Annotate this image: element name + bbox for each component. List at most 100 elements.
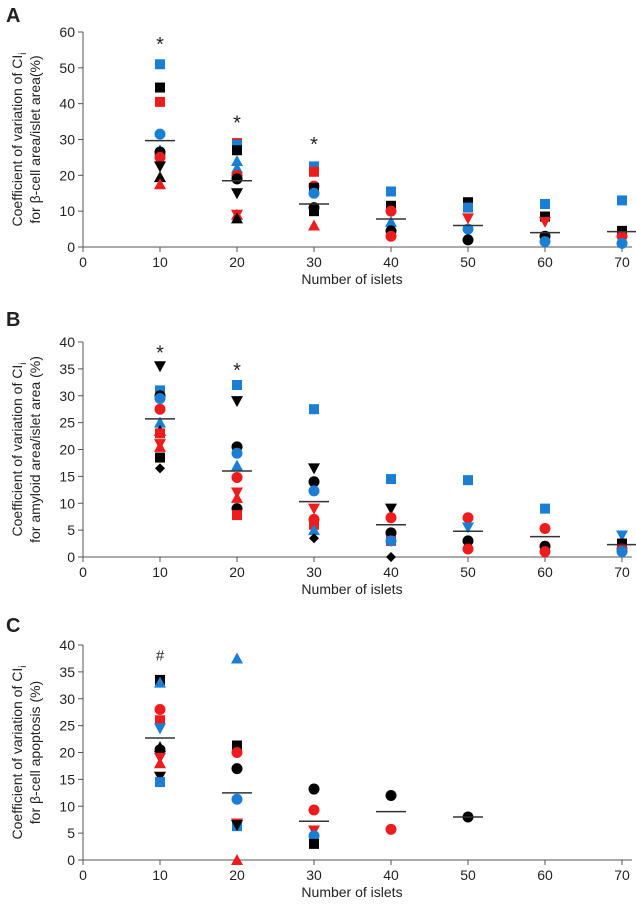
significance-marker: * [310, 134, 318, 156]
data-point-circle [385, 790, 397, 801]
data-point-triangle [231, 162, 243, 174]
data-point-circle [154, 128, 166, 140]
x-tick-label: 30 [306, 867, 322, 883]
data-point-circle [308, 476, 320, 488]
y-tick-label: 20 [59, 745, 75, 761]
significance-marker: * [233, 113, 241, 135]
data-point-square [155, 428, 165, 439]
significance-marker: # [156, 648, 165, 665]
y-axis-label-subscript: i [18, 363, 29, 365]
data-point-circle [308, 187, 320, 199]
panel-label: C [6, 615, 20, 637]
data-point-circle [308, 804, 320, 816]
y-tick-label: 15 [59, 771, 75, 787]
data-point-circle [616, 237, 628, 249]
data-point-circle [154, 403, 166, 415]
data-point-triangle [308, 219, 320, 231]
data-point-square [155, 96, 165, 107]
data-point-circle [231, 793, 243, 805]
data-point-down-triangle [616, 530, 628, 542]
x-tick-label: 30 [306, 564, 322, 580]
data-point-square [155, 777, 165, 788]
data-point-triangle [231, 155, 243, 166]
data-point-square [232, 380, 242, 390]
data-point-down-triangle [154, 161, 166, 173]
data-point-square [540, 211, 550, 222]
data-point-circle [616, 546, 628, 558]
x-axis-label: Number of islets [301, 271, 402, 287]
data-point-circle [231, 747, 243, 758]
data-point-square [463, 475, 473, 486]
data-point-square [232, 139, 242, 150]
data-point-square [155, 82, 165, 93]
data-point-circle [385, 823, 397, 835]
data-point-down-triangle [231, 396, 243, 408]
y-axis-label-line2: for β-cell apoptosis (%) [27, 681, 43, 824]
y-tick-label: 10 [59, 798, 75, 814]
y-axis-label-line1: Coefficient of variation of CIi [9, 53, 29, 227]
data-point-circle [154, 151, 166, 163]
y-axis-label-line1: Coefficient of variation of CIi [9, 363, 29, 537]
data-point-circle [385, 512, 397, 524]
data-point-circle [462, 223, 474, 235]
data-point-diamond [309, 533, 319, 544]
data-point-circle [154, 744, 166, 756]
data-point-circle [154, 704, 166, 715]
data-point-square [386, 186, 396, 197]
data-point-triangle [154, 178, 166, 190]
significance-marker: * [156, 34, 164, 56]
data-point-circle [385, 205, 397, 217]
x-tick-label: 40 [383, 564, 399, 580]
y-tick-label: 40 [59, 96, 75, 112]
y-axis-label-text: Coefficient of variation of CI [9, 365, 25, 537]
x-tick-label: 40 [383, 254, 399, 270]
panel-label: B [6, 309, 20, 331]
data-point-circle [462, 543, 474, 555]
data-point-square [386, 474, 396, 485]
data-point-square [540, 199, 550, 209]
data-point-down-triangle [308, 463, 320, 475]
data-point-circle [231, 447, 243, 459]
y-tick-label: 0 [67, 549, 75, 565]
x-tick-label: 10 [152, 867, 168, 883]
y-axis-label-line2: for β-cell area/islet area(%) [27, 55, 43, 223]
data-point-down-triangle [231, 188, 243, 200]
data-point-circle [462, 535, 474, 547]
data-point-square [617, 195, 627, 206]
data-point-square [232, 510, 242, 521]
data-point-circle [308, 485, 320, 497]
data-point-down-triangle [154, 361, 166, 373]
x-tick-label: 30 [306, 254, 322, 270]
y-tick-label: 35 [59, 361, 75, 377]
x-tick-label: 0 [79, 867, 87, 883]
data-point-square [540, 503, 550, 514]
x-tick-label: 20 [229, 867, 245, 883]
y-axis-label-subscript: i [18, 53, 29, 55]
x-axis-label: Number of islets [301, 884, 402, 900]
y-tick-label: 0 [67, 852, 75, 868]
y-tick-label: 60 [59, 24, 75, 40]
y-axis-label-line1: Coefficient of variation of CIi [9, 666, 29, 840]
data-point-square [463, 202, 473, 213]
data-point-circle [231, 471, 243, 483]
significance-marker: * [233, 360, 241, 382]
data-point-circle [308, 830, 320, 842]
x-tick-label: 50 [460, 867, 476, 883]
y-tick-label: 30 [59, 132, 75, 148]
data-point-down-triangle [539, 216, 551, 228]
data-point-triangle [231, 459, 243, 471]
data-point-circle [308, 783, 320, 795]
data-point-triangle [231, 854, 243, 865]
x-axis-label: Number of islets [301, 581, 402, 597]
panel-label: A [6, 5, 20, 27]
y-axis-label-text: Coefficient of variation of CI [9, 55, 25, 227]
x-tick-label: 50 [460, 564, 476, 580]
data-point-square [309, 404, 319, 415]
y-tick-label: 30 [59, 388, 75, 404]
x-tick-label: 40 [383, 867, 399, 883]
x-tick-label: 60 [537, 867, 553, 883]
data-point-diamond [386, 552, 396, 562]
x-tick-label: 70 [614, 254, 630, 270]
x-tick-label: 0 [79, 254, 87, 270]
data-point-triangle [231, 652, 243, 664]
